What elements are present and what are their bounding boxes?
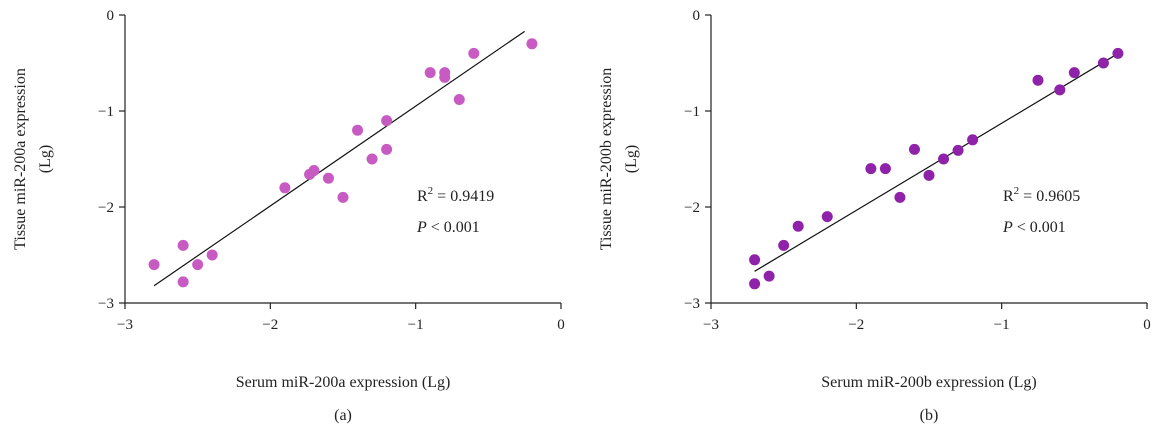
data-point: [177, 239, 189, 251]
y-axis-title: Tissue miR-200b expression: [598, 68, 615, 251]
data-point: [967, 134, 979, 146]
x-tick-label: −1: [994, 317, 1010, 333]
data-point: [749, 254, 761, 266]
regression-line: [153, 30, 526, 287]
y-tick-label: −1: [684, 104, 700, 120]
data-point: [879, 163, 891, 175]
data-point: [381, 115, 393, 127]
y-tick-label: 0: [693, 8, 701, 24]
data-point: [792, 220, 804, 232]
r-squared-value: = 0.9605: [1019, 188, 1080, 205]
p-symbol: P: [416, 219, 427, 236]
data-point: [453, 93, 465, 105]
r-squared-value: = 0.9419: [433, 188, 494, 205]
data-point: [322, 172, 334, 184]
y-axis-title: Tissue miR-200a expression: [12, 68, 29, 250]
panel-label: (a): [334, 407, 352, 424]
data-point: [526, 38, 538, 50]
x-tick-label: −1: [408, 317, 424, 333]
r-squared-symbol: R: [1003, 188, 1014, 205]
data-point: [352, 124, 364, 136]
panel-a: −3 −2 −1 0 0 −1 −2 −3 R2 = 0.9419 P < 0.001 Serum …: [12, 8, 565, 424]
data-point: [1112, 47, 1124, 59]
panel-label: (b): [920, 407, 939, 424]
data-point: [778, 239, 790, 251]
y-tick-label: −2: [98, 200, 114, 216]
p-value-label: P < 0.001: [416, 219, 480, 236]
r-squared-superscript: 2: [1014, 185, 1020, 197]
data-point: [1068, 67, 1080, 79]
r-squared-label: R2 = 0.9605: [1003, 185, 1080, 205]
data-point: [923, 169, 935, 181]
x-tick-label: −3: [117, 317, 133, 333]
data-point: [439, 71, 451, 83]
data-point: [337, 191, 349, 203]
data-point: [1054, 84, 1066, 96]
x-axis-title: Serum miR-200a expression (Lg): [236, 374, 451, 391]
data-point: [894, 191, 906, 203]
data-point: [177, 276, 189, 288]
data-point: [424, 67, 436, 79]
p-symbol: P: [1002, 219, 1013, 236]
x-axis-title: Serum miR-200b expression (Lg): [821, 374, 1037, 391]
data-point: [865, 163, 877, 175]
data-point: [952, 144, 964, 156]
data-point: [908, 143, 920, 155]
data-point: [148, 259, 160, 271]
x-tick-label: −3: [703, 317, 719, 333]
data-point: [468, 47, 480, 59]
data-point: [763, 270, 775, 282]
data-point: [938, 153, 950, 165]
data-point: [192, 259, 204, 271]
y-tick-label: −3: [98, 296, 114, 312]
y-tick-label: −3: [684, 296, 700, 312]
data-point: [1097, 57, 1109, 69]
y-tick-label: −2: [684, 200, 700, 216]
x-tick-label: 0: [557, 317, 565, 333]
p-value: < 0.001: [1013, 219, 1066, 236]
x-tick-label: −2: [848, 317, 864, 333]
data-point: [1032, 74, 1044, 86]
x-tick-label: −2: [262, 317, 278, 333]
p-value: < 0.001: [427, 219, 480, 236]
data-point: [749, 278, 761, 290]
panel-b: −3 −2 −1 0 0 −1 −2 −3 R2 = 0.9605 P < 0.001 Serum …: [598, 8, 1151, 424]
data-point: [821, 211, 833, 223]
data-point: [279, 182, 291, 194]
data-point: [366, 153, 378, 165]
p-value-label: P < 0.001: [1002, 219, 1066, 236]
data-point: [381, 143, 393, 155]
x-tick-label: 0: [1143, 317, 1151, 333]
data-point: [308, 165, 320, 177]
r-squared-symbol: R: [417, 188, 428, 205]
y-axis-title-unit: (Lg): [37, 145, 54, 173]
y-tick-label: −1: [98, 104, 114, 120]
r-squared-label: R2 = 0.9419: [417, 185, 494, 205]
y-axis-title-unit: (Lg): [623, 145, 640, 173]
r-squared-superscript: 2: [428, 185, 434, 197]
y-tick-label: 0: [107, 8, 115, 24]
data-point: [206, 249, 218, 261]
